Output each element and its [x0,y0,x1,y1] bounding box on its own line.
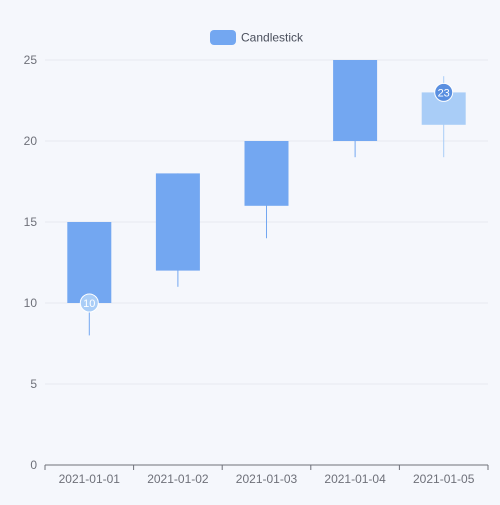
y-tick-label: 5 [30,377,37,391]
legend-label: Candlestick [241,31,304,45]
y-tick-label: 15 [24,215,38,229]
y-tick-label: 20 [24,134,38,148]
y-tick-label: 25 [24,53,38,67]
legend-swatch [210,30,236,45]
marker-label: 10 [83,298,95,310]
candles [67,60,466,336]
axes: 0 5 10 15 20 25 2021-01-01 2021-01-02 2021-01-03… [24,53,489,486]
marker-pin [434,82,454,102]
x-tick-label: 2021-01-04 [324,472,386,486]
legend[interactable]: Candlestick [210,30,304,45]
y-tick-label: 10 [24,296,38,310]
candle-body [333,60,378,141]
y-tick-label: 0 [30,458,37,472]
x-tick-label: 2021-01-05 [413,472,475,486]
marker-pin [79,293,99,313]
candle-body [155,173,200,271]
markers: 10 23 [79,82,454,313]
x-tick-label: 2021-01-03 [236,472,298,486]
marker-label: 23 [438,87,450,99]
candle-body [244,141,289,206]
x-tick-label: 2021-01-01 [59,472,121,486]
candle-body [67,222,112,303]
x-tick-label: 2021-01-02 [147,472,209,486]
